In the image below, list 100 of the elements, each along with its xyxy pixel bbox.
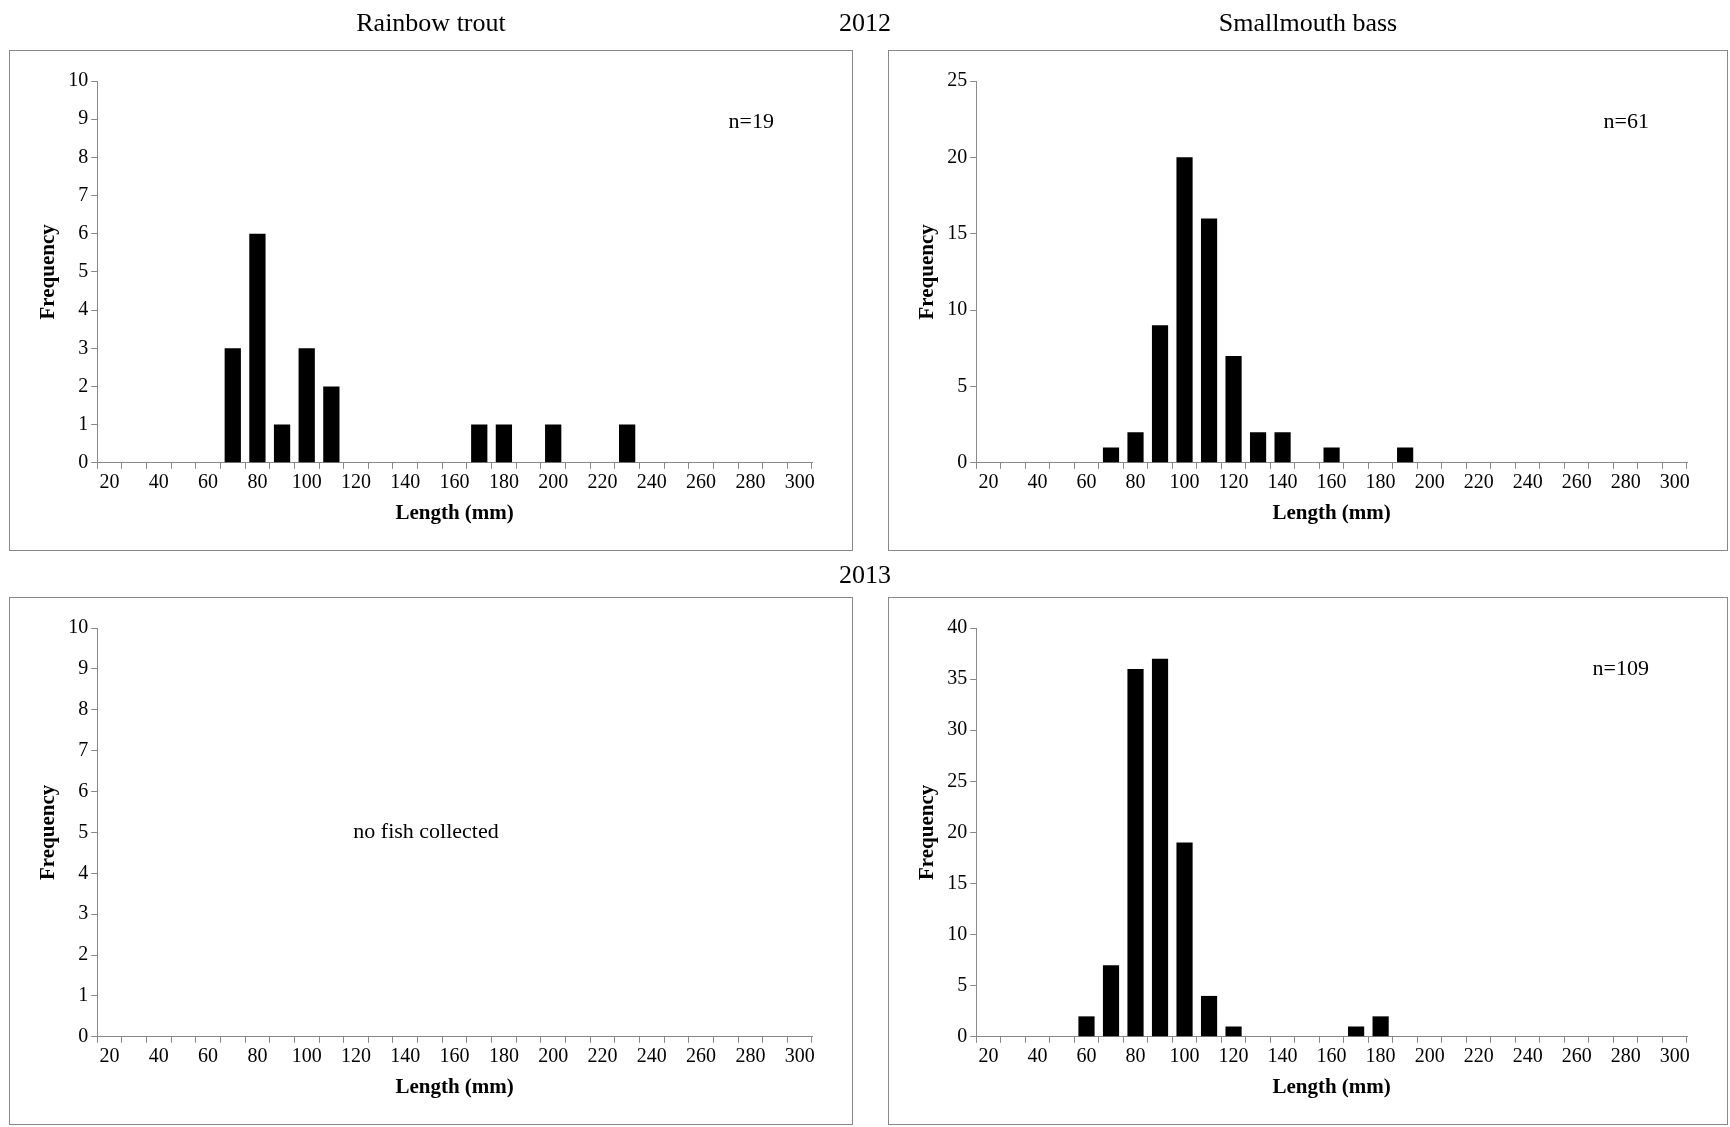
x-tick-label: 100 <box>1169 470 1200 493</box>
y-tick-label: 10 <box>947 297 968 320</box>
x-tick-label: 60 <box>198 470 219 493</box>
x-tick-label: 80 <box>247 1044 268 1067</box>
annotation: n=109 <box>1592 654 1649 680</box>
y-tick-label: 3 <box>78 901 89 924</box>
x-axis-title: Length (mm) <box>395 499 514 524</box>
bar <box>1102 965 1120 1037</box>
x-tick-label: 300 <box>784 1044 815 1067</box>
x-tick-label: 280 <box>1610 1044 1641 1067</box>
x-tick-label: 260 <box>1561 1044 1592 1067</box>
x-tick-label: 80 <box>247 470 268 493</box>
x-tick-label: 80 <box>1125 1044 1146 1067</box>
y-axis-title: Frequency <box>914 784 939 881</box>
y-tick-label: 0 <box>957 450 968 473</box>
x-tick-label: 140 <box>1267 470 1298 493</box>
x-tick-label: 300 <box>1659 470 1690 493</box>
x-tick-label: 200 <box>1414 1044 1445 1067</box>
x-tick-label: 40 <box>1027 470 1048 493</box>
bar <box>1200 218 1218 463</box>
y-tick-label: 9 <box>78 106 89 129</box>
x-axis-title: Length (mm) <box>1272 499 1391 524</box>
x-tick-label: 280 <box>735 1044 766 1067</box>
bar <box>1127 432 1144 463</box>
y-tick-label: 2 <box>78 373 89 396</box>
y-tick-label: 10 <box>68 68 89 91</box>
y-tick-label: 1 <box>78 411 89 434</box>
y-tick-label: 0 <box>957 1024 968 1047</box>
chart-title: Rainbow trout <box>356 8 506 37</box>
bar <box>495 424 513 463</box>
y-tick-label: 25 <box>947 768 968 791</box>
x-axis-title: Length (mm) <box>395 1073 514 1098</box>
x-tick-label: 140 <box>390 470 421 493</box>
x-tick-label: 260 <box>686 470 717 493</box>
y-axis-title: Frequency <box>35 223 60 320</box>
bar <box>1225 355 1242 463</box>
x-tick-label: 20 <box>99 470 120 493</box>
y-tick-label: 15 <box>947 220 968 243</box>
y-tick-label: 4 <box>78 297 89 320</box>
y-tick-label: 0 <box>78 450 89 473</box>
x-tick-label: 60 <box>1076 1044 1097 1067</box>
y-tick-label: 15 <box>947 870 968 893</box>
x-tick-label: 160 <box>439 1044 470 1067</box>
y-axis-title: Frequency <box>35 784 60 881</box>
bar <box>619 424 636 463</box>
y-tick-label: 7 <box>78 737 89 760</box>
x-tick-label: 220 <box>587 470 618 493</box>
bar <box>471 424 488 463</box>
bar <box>1397 447 1414 463</box>
y-tick-label: 2 <box>78 942 89 965</box>
x-tick-label: 180 <box>488 470 519 493</box>
annotation: n=61 <box>1603 107 1649 133</box>
bar <box>1127 668 1144 1037</box>
y-tick-label: 9 <box>78 656 89 679</box>
bar <box>1102 447 1120 463</box>
bar <box>1249 432 1267 463</box>
annotation: no fish collected <box>353 818 499 844</box>
y-tick-label: 6 <box>78 220 89 243</box>
y-tick-label: 20 <box>947 144 968 167</box>
y-tick-label: 25 <box>947 68 968 91</box>
y-tick-label: 1 <box>78 983 89 1006</box>
y-tick-label: 40 <box>947 615 968 638</box>
x-tick-label: 60 <box>1076 470 1097 493</box>
bar <box>273 424 291 463</box>
x-tick-label: 120 <box>341 1044 372 1067</box>
x-tick-label: 120 <box>1218 1044 1249 1067</box>
x-tick-label: 160 <box>1316 470 1347 493</box>
bar <box>298 348 315 463</box>
y-tick-label: 10 <box>947 921 968 944</box>
y-axis-title: Frequency <box>914 223 939 320</box>
x-tick-label: 260 <box>686 1044 717 1067</box>
x-tick-label: 300 <box>784 470 815 493</box>
y-tick-label: 30 <box>947 717 968 740</box>
x-tick-label: 180 <box>488 1044 519 1067</box>
x-tick-label: 100 <box>291 470 322 493</box>
x-tick-label: 40 <box>148 470 169 493</box>
y-tick-label: 8 <box>78 697 89 720</box>
y-tick-label: 35 <box>947 666 968 689</box>
x-tick-label: 20 <box>978 1044 999 1067</box>
y-tick-label: 5 <box>78 819 89 842</box>
x-tick-label: 60 <box>198 1044 219 1067</box>
x-tick-label: 280 <box>735 470 766 493</box>
x-tick-label: 220 <box>587 1044 618 1067</box>
x-tick-label: 200 <box>1414 470 1445 493</box>
y-tick-label: 5 <box>957 373 968 396</box>
bar <box>249 233 266 463</box>
x-tick-label: 220 <box>1463 470 1494 493</box>
bar <box>1225 1026 1242 1037</box>
bar <box>224 348 241 463</box>
x-tick-label: 20 <box>978 470 999 493</box>
x-tick-label: 200 <box>538 1044 569 1067</box>
x-tick-label: 220 <box>1463 1044 1494 1067</box>
bar <box>1323 447 1340 463</box>
x-tick-label: 240 <box>636 1044 667 1067</box>
x-tick-label: 240 <box>1512 470 1543 493</box>
y-tick-label: 7 <box>78 182 89 205</box>
x-tick-label: 280 <box>1610 470 1641 493</box>
bar <box>1176 842 1193 1037</box>
text: 2012 <box>838 8 892 38</box>
y-tick-label: 0 <box>78 1024 89 1047</box>
